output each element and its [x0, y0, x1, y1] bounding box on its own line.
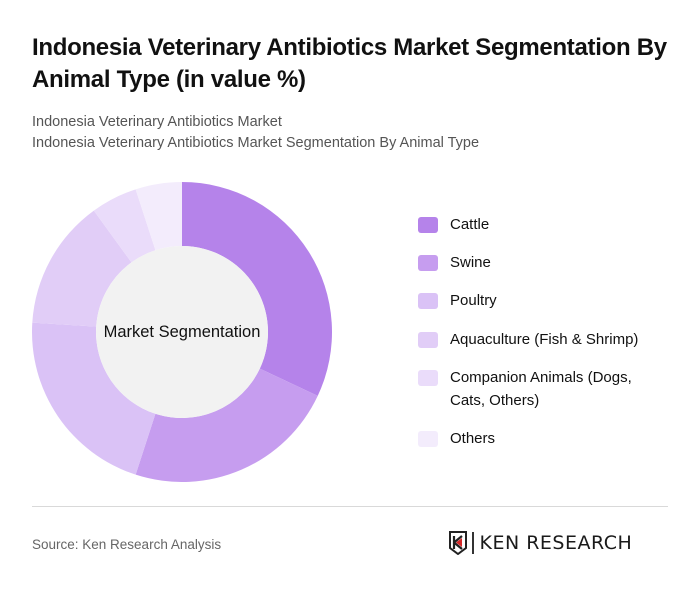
- legend-label: Aquaculture (Fish & Shrimp): [450, 331, 639, 348]
- legend-swatch-cattle: [418, 217, 438, 233]
- donut-chart-svg: [32, 182, 332, 482]
- legend-item-swine[interactable]: Swine: [418, 251, 660, 274]
- chart-title: Indonesia Veterinary Antibiotics Market …: [32, 34, 667, 93]
- donut-segment-swine[interactable]: [135, 368, 318, 482]
- footer-divider: [32, 506, 668, 507]
- legend-label: Cattle: [450, 216, 490, 233]
- legend-item-companion-animals[interactable]: Companion Animals (Dogs, Cats, Others): [418, 366, 660, 412]
- legend-label: Others: [450, 430, 496, 447]
- ken-research-logo: KEN RESEARCH: [448, 531, 632, 555]
- donut-center: [96, 246, 268, 418]
- donut-segment-poultry[interactable]: [32, 322, 156, 475]
- legend-label: Companion Animals (Dogs, Cats, Others): [450, 369, 632, 409]
- donut-segment-aquaculture[interactable]: [32, 210, 132, 327]
- donut-segment-others[interactable]: [135, 182, 182, 251]
- legend-item-others[interactable]: Others: [418, 427, 660, 450]
- legend-swatch-others: [418, 431, 438, 447]
- legend-label: Poultry: [450, 292, 497, 309]
- ken-research-logo-icon: [449, 531, 467, 555]
- legend-item-cattle[interactable]: Cattle: [418, 213, 660, 236]
- chart-subtitle-market: Indonesia Veterinary Antibiotics Market: [32, 114, 282, 130]
- legend-label: Swine: [450, 254, 491, 271]
- legend-swatch-aquaculture: [418, 332, 438, 348]
- donut-segment-companion[interactable]: [93, 189, 156, 263]
- chart-subtitle-segmentation: Indonesia Veterinary Antibiotics Market …: [32, 135, 480, 151]
- source-note: Source: Ken Research Analysis: [32, 537, 222, 552]
- logo-separator: [472, 532, 474, 554]
- legend-item-aquaculture[interactable]: Aquaculture (Fish & Shrimp): [418, 328, 660, 351]
- donut-segment-cattle[interactable]: [182, 182, 332, 396]
- legend-item-poultry[interactable]: Poultry: [418, 289, 660, 312]
- legend-swatch-poultry: [418, 293, 438, 309]
- donut-chart: [32, 182, 332, 482]
- legend-swatch-companion-animals: [418, 370, 438, 386]
- legend-swatch-swine: [418, 255, 438, 271]
- logo-text: KEN RESEARCH: [479, 532, 633, 554]
